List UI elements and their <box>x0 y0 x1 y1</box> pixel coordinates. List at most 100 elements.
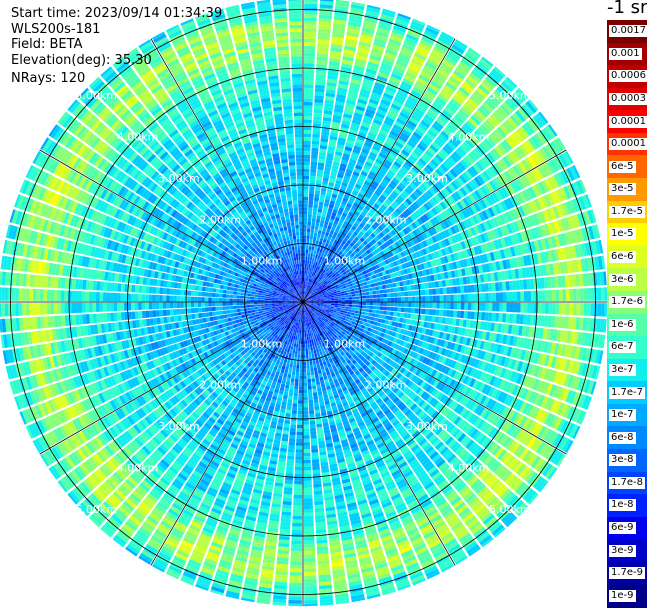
heatmap-cell <box>366 306 370 309</box>
heatmap-cell <box>481 284 485 292</box>
heatmap-cell <box>382 285 386 289</box>
heatmap-cell <box>440 303 444 309</box>
heatmap-cell <box>315 187 321 191</box>
heatmap-cell <box>538 291 542 302</box>
heatmap-cell <box>541 290 545 301</box>
heatmap-cell <box>573 289 577 301</box>
heatmap-cell <box>331 304 335 306</box>
heatmap-cell <box>316 423 322 427</box>
heatmap-cell <box>541 303 545 314</box>
heatmap-cell <box>304 281 305 285</box>
heatmap-cell <box>369 306 373 309</box>
heatmap-cell <box>314 399 319 403</box>
heatmap-cell <box>356 299 360 302</box>
heatmap-cell <box>308 351 311 355</box>
heatmap-cell <box>397 292 401 297</box>
heatmap-cell <box>310 179 316 183</box>
heatmap-cell <box>303 239 306 243</box>
heatmap-cell <box>316 251 319 255</box>
heatmap-cell <box>527 303 531 313</box>
heatmap-cell <box>304 158 310 162</box>
heatmap-cell <box>443 310 447 317</box>
heatmap-cell <box>303 242 306 246</box>
heatmap-cell <box>321 303 325 304</box>
heatmap-cell <box>398 297 402 301</box>
heatmap-cell <box>397 307 401 312</box>
heatmap-cell <box>390 307 394 311</box>
heatmap-cell <box>312 382 316 386</box>
heatmap-cell <box>510 292 514 301</box>
heatmap-cell <box>342 302 346 304</box>
heatmap-cell <box>324 303 328 304</box>
heatmap-cell <box>304 63 315 67</box>
heatmap-cell <box>311 165 317 169</box>
heatmap-cell <box>440 295 444 301</box>
heatmap-cell <box>366 295 370 298</box>
heatmap-cell <box>439 288 443 294</box>
heatmap-cell <box>306 242 309 246</box>
heatmap-cell <box>312 134 320 138</box>
heatmap-cell <box>446 287 450 294</box>
heatmap-cell <box>304 179 309 183</box>
heatmap-cell <box>306 271 308 275</box>
heatmap-cell <box>313 392 318 396</box>
heatmap-cell <box>345 307 349 309</box>
heatmap-cell <box>307 228 310 232</box>
heatmap-cell <box>365 309 369 312</box>
heatmap-cell <box>351 289 355 292</box>
heatmap-cell <box>317 367 321 371</box>
heatmap-cell <box>312 148 319 152</box>
heatmap-cell <box>307 221 311 225</box>
heatmap-cell <box>304 116 312 120</box>
heatmap-cell <box>373 295 377 298</box>
heatmap-cell <box>436 303 440 309</box>
heatmap-cell <box>496 303 500 312</box>
heatmap-cell <box>598 303 602 316</box>
heatmap-cell <box>380 306 384 310</box>
heatmap-cell <box>311 162 317 166</box>
heatmap-cell <box>307 235 310 239</box>
heatmap-cell <box>304 42 316 46</box>
heatmap-cell <box>313 211 317 215</box>
heatmap-cell <box>304 39 316 43</box>
heatmap-cell <box>397 287 401 292</box>
heatmap-cell <box>485 303 489 311</box>
heatmap-cell <box>405 302 409 307</box>
heatmap-cell <box>384 302 388 306</box>
heatmap-cell <box>314 109 323 113</box>
heatmap-cell <box>443 288 447 295</box>
heatmap-cell <box>304 77 314 81</box>
heatmap-cell <box>559 303 563 315</box>
heatmap-cell <box>331 297 335 299</box>
heatmap-cell <box>304 95 313 99</box>
heatmap-cell <box>308 253 311 257</box>
heatmap-cell <box>524 291 528 301</box>
heatmap-cell <box>499 303 503 312</box>
heatmap-cell <box>488 313 492 322</box>
heatmap-cell <box>531 303 535 313</box>
heatmap-cell <box>468 294 472 301</box>
heatmap-cell <box>352 305 356 308</box>
heatmap-cell <box>318 230 322 234</box>
heatmap-cell <box>304 60 315 64</box>
heatmap-cell <box>306 267 308 271</box>
heatmap-cell <box>552 290 556 301</box>
heatmap-cell <box>304 162 310 166</box>
heatmap-cell <box>464 294 468 301</box>
heatmap-cell <box>311 375 315 379</box>
heatmap-cell <box>377 298 381 301</box>
heatmap-cell <box>414 284 418 290</box>
heatmap-cell <box>303 197 308 201</box>
heatmap-cell <box>313 251 316 255</box>
heatmap-cell <box>415 308 419 313</box>
heatmap-cell <box>347 287 351 290</box>
heatmap-cell <box>304 74 314 78</box>
heatmap-cell <box>580 303 584 316</box>
heatmap-cell <box>316 360 320 364</box>
heatmap-cell <box>304 151 311 155</box>
heatmap-cell <box>355 305 359 308</box>
heatmap-cell <box>364 315 368 319</box>
heatmap-cell <box>307 232 310 236</box>
heatmap-cell <box>429 289 433 295</box>
heatmap-cell <box>569 303 573 315</box>
